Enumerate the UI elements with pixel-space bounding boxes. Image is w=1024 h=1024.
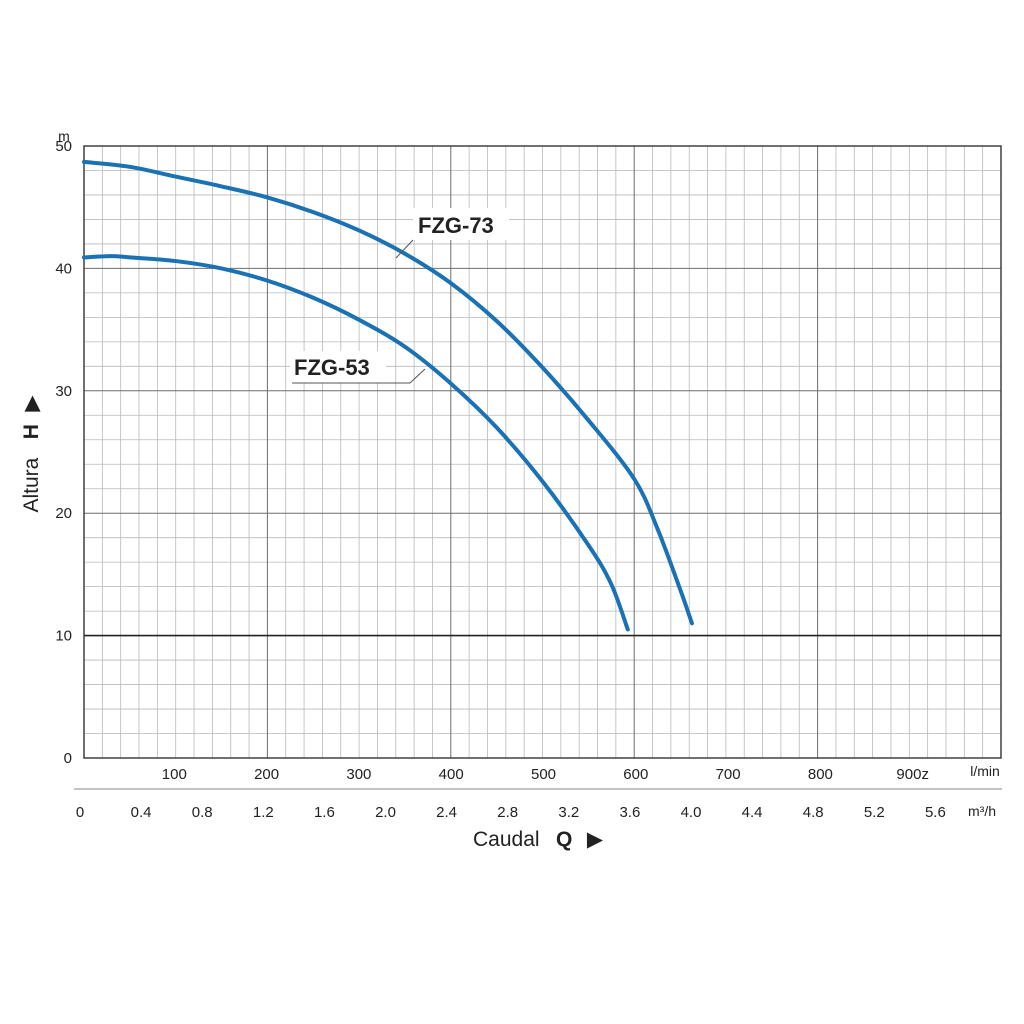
curve-fzg-53 <box>82 254 630 632</box>
x-axis-unit-m3h: m³/h <box>968 803 996 819</box>
x-axis-unit-lmin: l/min <box>970 763 1000 779</box>
x-tick-label-lmin: 300 <box>346 766 371 783</box>
x-tick-label-m3h: 2.0 <box>375 804 396 821</box>
x-axis-arrow-icon: ▶ <box>587 828 604 851</box>
y-tick-label: 50 <box>55 138 72 155</box>
x-tick-label-m3h: 0.4 <box>131 804 152 821</box>
x-tick-label-m3h: 1.6 <box>314 804 335 821</box>
y-axis-title-text: Altura <box>20 457 43 512</box>
x-tick-label-lmin: 100 <box>162 766 187 783</box>
y-tick-label: 40 <box>55 260 72 277</box>
y-tick-label: 10 <box>55 628 72 645</box>
x-tick-label-m3h: 3.6 <box>619 804 640 821</box>
x-tick-label-m3h: 2.4 <box>436 804 457 821</box>
y-tick-label: 0 <box>64 750 72 767</box>
x-tick-label-m3h: 4.0 <box>681 804 702 821</box>
curve-label-fzg-73: FZG-73 <box>418 213 494 238</box>
x-axis-title-text: Caudal <box>473 828 540 851</box>
x-tick-label-lmin: 800 <box>808 766 833 783</box>
x-axis-title: Caudal Q ▶ <box>473 828 604 851</box>
x-tick-label-lmin: 900z <box>896 766 929 783</box>
x-tick-label-m3h: 4.4 <box>742 804 763 821</box>
x-axis-letter: Q <box>556 828 572 851</box>
label-fzg-53: FZG-53 <box>290 351 426 384</box>
grid <box>83 145 1002 759</box>
x-tick-label-lmin: 200 <box>254 766 279 783</box>
svg-text:Altura H ▶: Altura H ▶ <box>20 395 43 513</box>
y-axis-letter: H <box>20 424 43 439</box>
y-axis-arrow-icon: ▶ <box>20 395 43 412</box>
y-tick-label: 30 <box>55 383 72 400</box>
performance-curves <box>82 159 694 632</box>
x-tick-label-lmin: 600 <box>623 766 648 783</box>
x-tick-label-lmin: 500 <box>531 766 556 783</box>
x-tick-label-m3h: 4.8 <box>803 804 824 821</box>
y-tick-labels: 0 10 20 30 40 50 <box>55 138 72 767</box>
label-fzg-73: FZG-73 <box>395 208 509 259</box>
y-axis-unit: m <box>58 128 70 144</box>
x-ticks-m3h: 0 0.4 0.8 1.2 1.6 2.0 2.4 2.8 3.2 3.6 4.0 4.4 4.8 5.2… <box>76 804 946 821</box>
leader-line-fzg-53 <box>292 368 426 384</box>
y-axis-title: Altura H ▶ <box>20 395 43 513</box>
curve-label-fzg-53: FZG-53 <box>294 355 370 380</box>
y-tick-label: 20 <box>55 505 72 522</box>
x-tick-label-m3h: 0.8 <box>192 804 213 821</box>
x-ticks-lmin: 100 200 300 400 500 600 700 800 900z <box>162 766 929 783</box>
curve-fzg-73 <box>82 159 694 626</box>
leader-line-fzg-73 <box>395 239 414 259</box>
x-tick-label-lmin: 400 <box>439 766 464 783</box>
x-tick-label-m3h: 1.2 <box>253 804 274 821</box>
x-tick-label-m3h: 0 <box>76 804 84 821</box>
plot-frame <box>83 145 1002 759</box>
x-tick-label-lmin: 700 <box>716 766 741 783</box>
x-tick-label-m3h: 5.6 <box>925 804 946 821</box>
x-tick-label-m3h: 3.2 <box>558 804 579 821</box>
x-tick-label-m3h: 5.2 <box>864 804 885 821</box>
x-tick-label-m3h: 2.8 <box>497 804 518 821</box>
